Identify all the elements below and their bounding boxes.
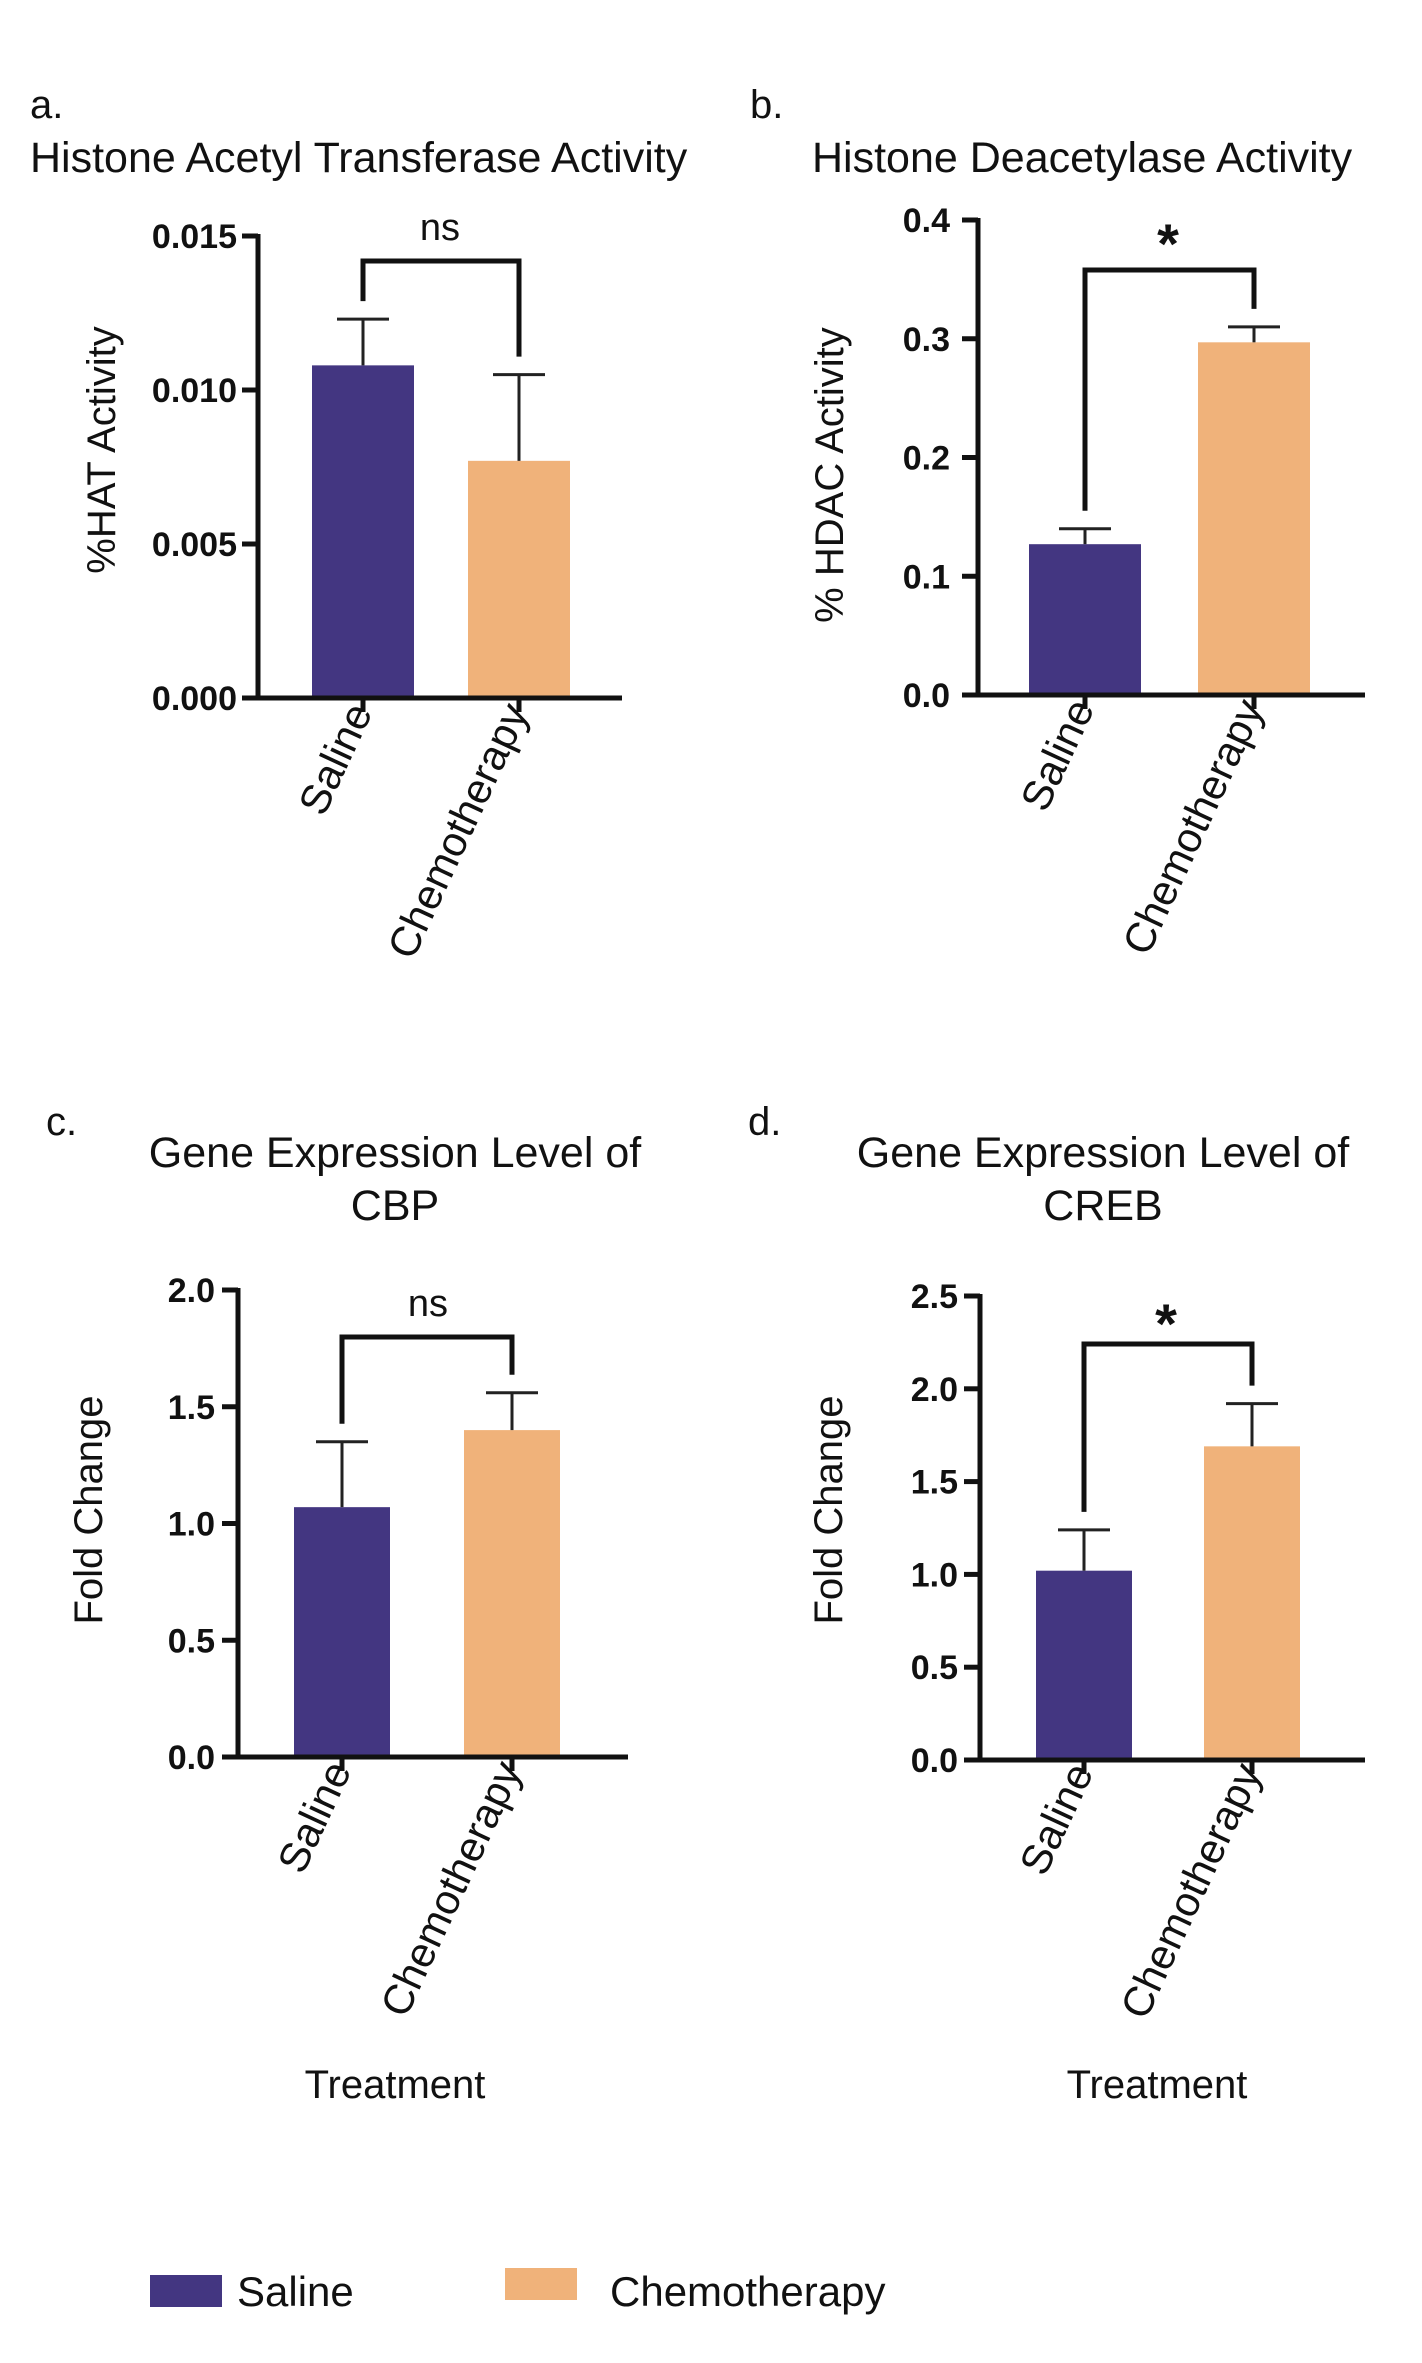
y-tick-label: 0.0	[903, 677, 950, 715]
panel-label: a.	[30, 83, 63, 127]
y-tick-label: 2.0	[168, 1272, 215, 1310]
bar-saline	[1029, 544, 1141, 695]
y-tick-label: 0.2	[903, 440, 950, 478]
y-tick-label: 0.000	[152, 680, 237, 718]
y-tick-label: 1.5	[168, 1389, 215, 1427]
x-tick-label-chemotherapy: Chemotherapy	[371, 1754, 530, 2024]
y-tick-label: 0.0	[911, 1742, 958, 1780]
chart-title: Gene Expression Level of	[149, 1129, 642, 1177]
x-axis-label: Treatment	[1067, 2063, 1248, 2107]
y-tick-label: 0.5	[168, 1622, 215, 1660]
y-tick-label: 1.0	[911, 1556, 958, 1594]
chart-panel-2: c. Gene Expression Level of CBP 0.0 0.5 1.0 1.…	[46, 1100, 642, 2107]
y-tick-label: 0.3	[903, 321, 950, 359]
y-axis-label: Fold Change	[67, 1395, 111, 1624]
x-tick-label-chemotherapy: Chemotherapy	[378, 696, 537, 966]
chart-title: Histone Deacetylase Activity	[812, 134, 1353, 182]
x-tick-label-saline: Saline	[1011, 692, 1103, 818]
chart-panel-0: a. Histone Acetyl Transferase Activity 0.0…	[30, 83, 688, 965]
chart-title: Histone Acetyl Transferase Activity	[30, 134, 688, 182]
legend-label-saline: Saline	[237, 2268, 354, 2315]
y-tick-label: 0.5	[911, 1649, 958, 1687]
chart-title: CREB	[1043, 1182, 1162, 1230]
bar-saline	[294, 1507, 390, 1757]
legend: Saline Chemotherapy	[150, 2268, 885, 2315]
y-axis-label: % HDAC Activity	[808, 327, 852, 623]
chart-title: Gene Expression Level of	[857, 1129, 1350, 1177]
chart-title: CBP	[351, 1182, 439, 1230]
y-tick-label: 2.0	[911, 1371, 958, 1409]
significance-bracket	[339, 1334, 515, 1424]
significance-label: *	[1155, 1292, 1177, 1355]
y-tick-label: 2.5	[911, 1278, 958, 1316]
x-tick-label-chemotherapy: Chemotherapy	[1111, 1756, 1270, 2026]
y-tick-label: 1.0	[168, 1506, 215, 1544]
chart-panel-1: b. Histone Deacetylase Activity 0.0 0.1 0.2 0…	[750, 83, 1365, 961]
y-tick-label: 0.1	[903, 558, 950, 596]
x-tick-label-saline: Saline	[268, 1754, 360, 1880]
significance-bracket	[360, 258, 522, 357]
panel-label: b.	[750, 83, 783, 127]
significance-label: ns	[408, 1283, 448, 1325]
legend-label-chemotherapy: Chemotherapy	[610, 2268, 885, 2315]
x-tick-label-saline: Saline	[1010, 1756, 1102, 1882]
bar-saline	[312, 365, 414, 698]
panel-label: c.	[46, 1100, 77, 1144]
x-tick-label-saline: Saline	[289, 696, 381, 822]
significance-bracket	[1082, 267, 1257, 511]
y-axis-label: Fold Change	[807, 1395, 851, 1624]
bar-chemotherapy	[1198, 342, 1310, 695]
significance-bracket	[1081, 1341, 1255, 1512]
y-tick-label: 0.010	[152, 372, 237, 410]
legend-swatch-chemotherapy	[505, 2268, 577, 2300]
charts: a. Histone Acetyl Transferase Activity 0.0…	[30, 83, 1365, 2107]
y-tick-label: 0.4	[903, 202, 950, 240]
chart-panel-3: d. Gene Expression Level of CREB 0.0 0.5 1.0 1…	[748, 1100, 1365, 2107]
y-tick-label: 0.005	[152, 526, 237, 564]
y-tick-label: 0.0	[168, 1739, 215, 1777]
y-tick-label: 0.015	[152, 218, 237, 256]
y-tick-label: 1.5	[911, 1464, 958, 1502]
legend-swatch-saline	[150, 2275, 222, 2307]
bar-chemotherapy	[468, 460, 570, 698]
y-axis-label: %HAT Activity	[80, 326, 124, 573]
x-tick-label-chemotherapy: Chemotherapy	[1113, 692, 1272, 962]
bar-chemotherapy	[464, 1430, 560, 1757]
bar-chemotherapy	[1204, 1446, 1300, 1760]
x-axis-label: Treatment	[305, 2063, 486, 2107]
panel-label: d.	[748, 1100, 781, 1144]
significance-label: ns	[420, 207, 460, 249]
bar-saline	[1036, 1570, 1132, 1760]
significance-label: *	[1157, 212, 1179, 275]
